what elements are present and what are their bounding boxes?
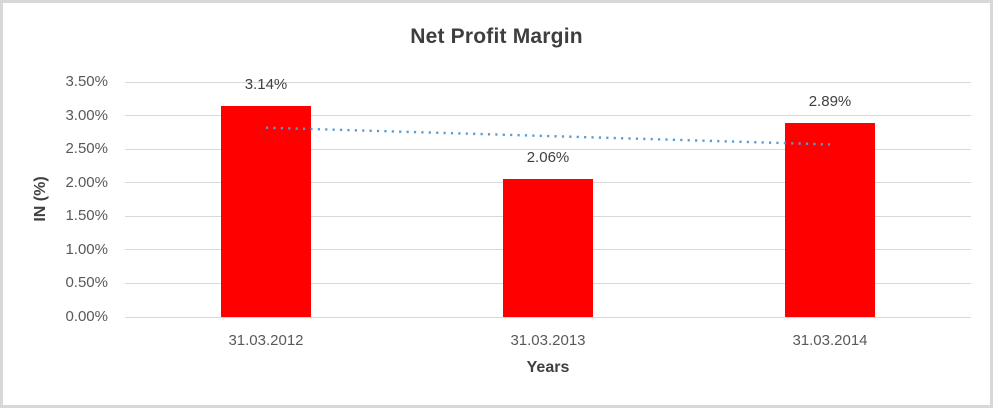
x-axis-title: Years bbox=[526, 359, 570, 376]
bar bbox=[785, 122, 875, 317]
gridline bbox=[125, 148, 971, 150]
x-tick-label: 31.03.2013 bbox=[510, 332, 586, 349]
bar bbox=[503, 178, 593, 317]
x-axis-line bbox=[125, 316, 971, 318]
y-tick-label: 3.00% bbox=[65, 106, 108, 124]
y-tick-label: 2.50% bbox=[65, 140, 108, 158]
x-tick-label: 31.03.2012 bbox=[228, 332, 304, 349]
data-label: 2.89% bbox=[808, 92, 852, 110]
x-tick-label: 31.03.2014 bbox=[792, 332, 868, 349]
y-tick-label: 0.00% bbox=[65, 308, 108, 325]
y-tick-label: 1.00% bbox=[65, 240, 108, 258]
trendline bbox=[265, 126, 831, 146]
plot-area: 0.00% 0.50% 1.00% 1.50% 2.00% 2.50% 3.00% 3.50%… bbox=[3, 3, 990, 405]
y-tick-label: 2.00% bbox=[65, 173, 108, 191]
gridline bbox=[125, 115, 971, 117]
data-label: 3.14% bbox=[244, 76, 288, 94]
data-label: 2.06% bbox=[526, 148, 570, 166]
gridline bbox=[125, 81, 971, 83]
y-tick-label: 0.50% bbox=[65, 274, 108, 292]
chart-title: Net Profit Margin bbox=[410, 25, 583, 48]
bar bbox=[221, 106, 311, 317]
y-tick-label: 3.50% bbox=[65, 73, 108, 90]
y-tick-label: 1.50% bbox=[65, 207, 108, 225]
